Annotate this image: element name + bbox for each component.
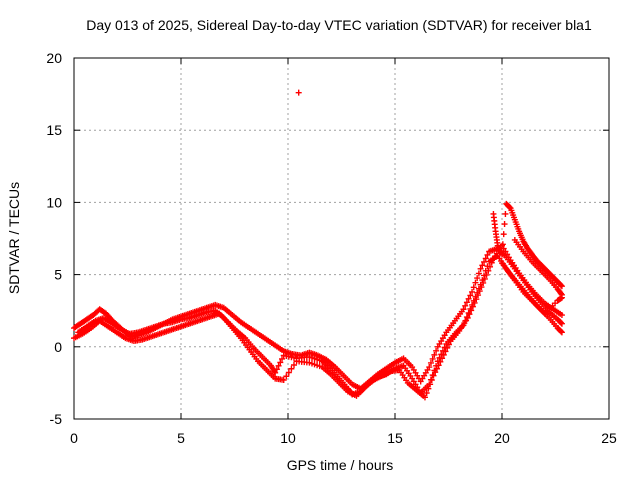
axis-ticks (73, 57, 610, 420)
data-point (445, 341, 452, 348)
data-point (275, 362, 282, 369)
tick-labels: 0 5 10 15 20 25 -5 0 5 10 15 20 (46, 50, 617, 446)
data-point (423, 390, 430, 397)
data-point (463, 299, 470, 306)
data-point (462, 302, 469, 309)
data-point (273, 366, 280, 373)
data-point (465, 295, 472, 302)
data-point (467, 292, 474, 299)
data-point (475, 270, 482, 277)
data-point (471, 299, 478, 306)
data-point (469, 303, 476, 310)
data-point (488, 259, 495, 266)
x-tick-label: 0 (70, 430, 78, 446)
data-point (421, 394, 428, 401)
data-point (558, 329, 565, 336)
data-point (558, 312, 565, 319)
data-point (460, 306, 467, 313)
data-point (431, 351, 438, 358)
data-point (481, 258, 488, 265)
data-point (482, 255, 489, 262)
data-point (429, 355, 436, 362)
data-point (485, 267, 492, 274)
data-point (478, 284, 485, 291)
y-tick-label: 15 (46, 122, 62, 138)
y-tick-label: 5 (54, 267, 62, 283)
grid (74, 58, 609, 419)
data-point (502, 210, 509, 217)
data-point (442, 348, 449, 355)
data-point (283, 373, 290, 380)
data-point (477, 265, 484, 272)
data-point (433, 347, 440, 354)
data-point (279, 355, 286, 362)
data-point (444, 344, 451, 351)
data-point (277, 359, 284, 366)
chart-title: Day 013 of 2025, Sidereal Day-to-day VTE… (86, 17, 592, 33)
y-tick-label: -5 (50, 411, 63, 427)
data-point (280, 377, 287, 384)
data-point (435, 362, 442, 369)
data-point (472, 279, 479, 286)
data-point (470, 284, 477, 291)
data-point (480, 279, 487, 286)
data-point (468, 307, 475, 314)
x-tick-label: 10 (280, 430, 296, 446)
data-point (558, 319, 565, 326)
data-point (466, 311, 473, 318)
data-point (474, 275, 481, 282)
y-tick-label: 20 (46, 50, 62, 66)
data-points (71, 89, 565, 401)
data-point (499, 251, 505, 258)
data-point (558, 328, 565, 335)
data-point (439, 355, 446, 362)
data-point (499, 241, 506, 248)
data-point (425, 385, 432, 392)
data-point (479, 262, 486, 269)
data-point (428, 377, 435, 384)
data-point (475, 292, 482, 299)
data-point (483, 271, 490, 278)
x-tick-label: 5 (177, 430, 185, 446)
data-point (487, 263, 494, 270)
data-point (285, 369, 292, 376)
data-point (426, 364, 433, 371)
data-point (427, 359, 434, 366)
data-point (558, 294, 565, 301)
data-point (558, 283, 565, 290)
data-point (288, 365, 295, 372)
data-point (272, 369, 279, 376)
data-point (430, 372, 437, 379)
data-point (484, 251, 491, 258)
x-tick-label: 15 (387, 430, 403, 446)
data-point (558, 320, 565, 327)
data-point (506, 204, 513, 211)
x-axis-label: GPS time / hours (287, 457, 394, 473)
x-tick-label: 25 (601, 430, 617, 446)
y-axis-label: SDTVAR / TECUs (6, 182, 22, 294)
data-point (501, 221, 508, 228)
y-tick-label: 0 (54, 339, 62, 355)
data-point (290, 361, 297, 368)
x-tick-label: 20 (494, 430, 510, 446)
data-point (473, 296, 480, 303)
data-point (481, 275, 488, 282)
data-point (432, 369, 439, 376)
data-point (469, 288, 476, 295)
y-tick-label: 10 (46, 194, 62, 210)
data-point (440, 351, 447, 358)
data-point (427, 381, 434, 388)
data-point (437, 358, 444, 365)
data-point (558, 282, 565, 289)
data-point (464, 314, 471, 321)
data-point (295, 89, 302, 96)
data-point (500, 231, 507, 238)
plot-frame (73, 57, 610, 420)
data-point (476, 288, 483, 295)
data-point (433, 365, 440, 372)
